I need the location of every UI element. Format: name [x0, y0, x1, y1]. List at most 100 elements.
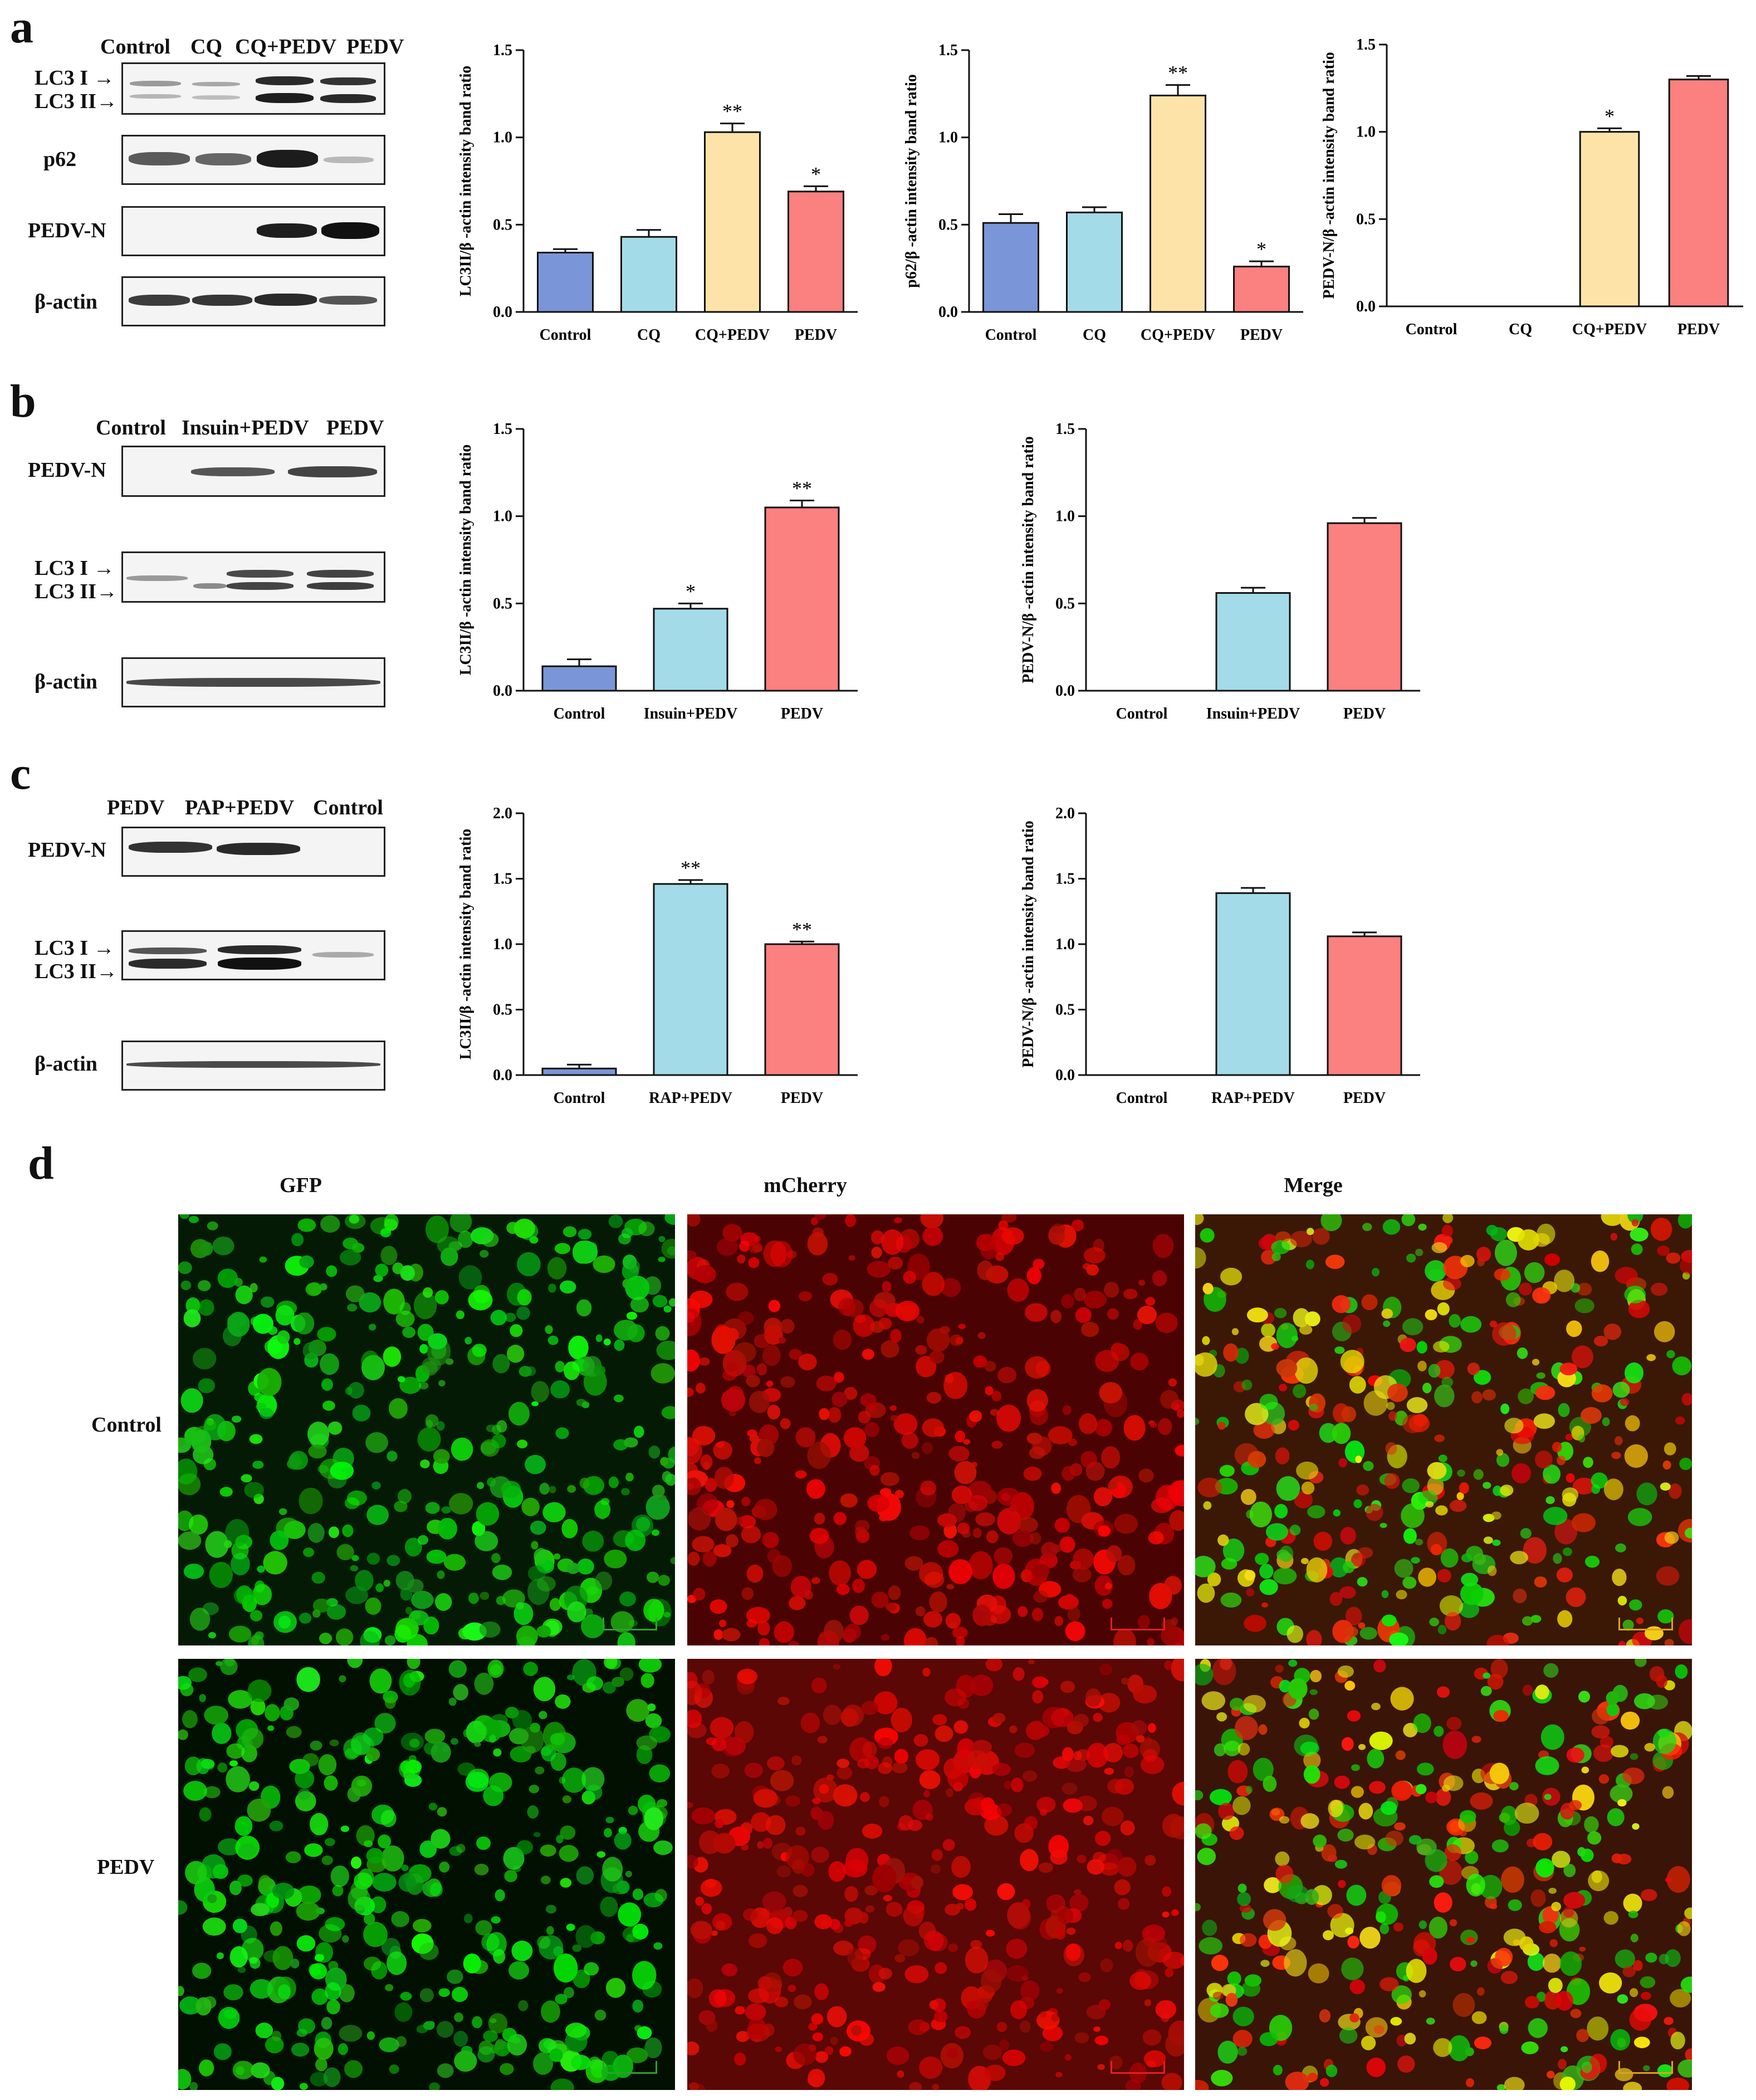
cell — [1620, 1711, 1640, 1730]
cell — [622, 1279, 630, 1288]
cell — [179, 1214, 189, 1219]
cell — [553, 1946, 564, 1956]
cell — [178, 1900, 188, 1915]
cell — [189, 1215, 199, 1223]
cell — [1415, 1248, 1424, 1257]
cell — [311, 1988, 329, 2005]
cell — [1100, 1862, 1119, 1876]
cell — [1583, 1457, 1593, 1468]
cell — [241, 1474, 252, 1483]
cell — [770, 1241, 793, 1268]
cell — [1253, 1757, 1274, 1781]
cell — [422, 1357, 441, 1373]
cell — [833, 1784, 858, 1807]
cell — [714, 1467, 734, 1489]
cell — [943, 1371, 968, 1399]
cell — [310, 2072, 328, 2087]
cell — [1225, 1992, 1238, 2007]
cell — [1056, 1987, 1064, 1994]
cell — [870, 1230, 884, 1245]
cell — [1510, 1551, 1528, 1565]
cell — [513, 1218, 535, 1239]
cell — [762, 1891, 786, 1912]
cell — [963, 1439, 971, 1445]
cell — [1129, 1971, 1152, 1990]
cell — [329, 1739, 339, 1746]
cell — [1603, 1478, 1623, 1501]
cell — [1476, 1247, 1491, 1262]
cell — [794, 1994, 812, 2010]
cell — [715, 1324, 728, 1337]
cell — [1627, 1508, 1652, 1526]
cell — [1195, 1556, 1216, 1578]
cell — [283, 1697, 300, 1711]
cell — [277, 1984, 291, 2000]
cell — [1221, 1557, 1237, 1570]
cell — [1014, 1742, 1035, 1758]
cell — [819, 1408, 830, 1420]
cell — [531, 1381, 549, 1403]
cell — [496, 1420, 507, 1433]
cell — [833, 1664, 841, 1670]
cell — [1341, 1406, 1356, 1423]
cell — [691, 1807, 716, 1825]
cell — [1093, 2026, 1100, 2032]
cell — [1483, 1536, 1493, 1544]
cell — [879, 1514, 888, 1522]
cell — [1559, 1362, 1578, 1376]
cell — [748, 1257, 760, 1268]
cell — [693, 1588, 706, 1601]
cell — [1544, 1794, 1552, 1800]
cell — [1408, 1414, 1430, 1433]
cells-svg — [178, 1659, 673, 2090]
cell — [456, 1310, 464, 1320]
cell — [1593, 1335, 1608, 1347]
cell — [838, 1297, 856, 1316]
bar — [537, 251, 594, 313]
cell — [517, 1252, 541, 1277]
cell — [990, 1409, 1000, 1416]
cell — [1305, 1259, 1314, 1269]
cell — [1319, 2009, 1331, 2023]
x-tick-label: PEDV — [1677, 321, 1720, 338]
cell — [381, 1845, 404, 1872]
cell — [1259, 1564, 1274, 1579]
cell — [273, 1611, 297, 1633]
cell — [1499, 2024, 1509, 2034]
cell — [687, 1801, 693, 1809]
cell — [923, 1790, 931, 1798]
cell — [687, 1551, 700, 1566]
cell — [486, 1424, 496, 1433]
cell — [955, 1337, 963, 1345]
cell — [1071, 1219, 1084, 1232]
bar — [764, 506, 840, 692]
cell — [255, 2023, 273, 2039]
cell — [1449, 1500, 1467, 1512]
cell — [1201, 1691, 1226, 1711]
cell — [525, 1454, 546, 1474]
x-tick-label: CQ — [637, 326, 661, 344]
cell — [789, 1596, 806, 1610]
cell — [809, 2044, 816, 2052]
cell — [203, 1786, 221, 1799]
cell — [808, 2068, 825, 2088]
cell — [926, 1328, 950, 1352]
cell — [857, 1560, 877, 1579]
cell — [806, 1479, 825, 1499]
cell — [294, 1338, 301, 1345]
cell — [472, 2016, 483, 2029]
cell — [1548, 1888, 1557, 1894]
cell — [233, 1586, 255, 1605]
cell — [1422, 1947, 1437, 1965]
cell — [332, 1884, 344, 1897]
cell — [1664, 1442, 1676, 1456]
cell — [232, 2060, 254, 2079]
cell — [873, 1691, 898, 1715]
cell — [632, 1961, 657, 1990]
cell — [1677, 2059, 1692, 2078]
cell — [923, 1930, 944, 1951]
cell — [1629, 1599, 1642, 1611]
cell — [1135, 1938, 1160, 1967]
cell — [930, 1864, 941, 1874]
cell — [1554, 1518, 1578, 1545]
